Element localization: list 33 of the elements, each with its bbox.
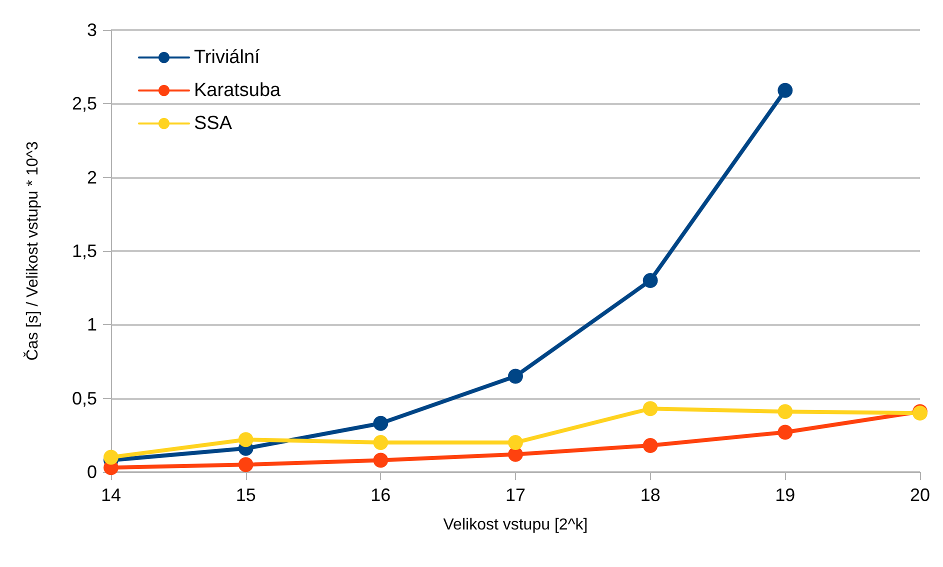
point <box>642 272 658 288</box>
x-tick-label: 18 <box>640 485 660 505</box>
point <box>642 438 658 453</box>
legend-label: SSA <box>194 113 232 134</box>
legend-label: Triviální <box>194 47 261 68</box>
y-tick-label: 2,5 <box>72 94 97 114</box>
y-tick-label: 0,5 <box>72 388 97 408</box>
x-tick-label: 19 <box>775 485 796 505</box>
point <box>373 452 388 468</box>
x-tick-label: 15 <box>236 485 256 505</box>
point <box>104 450 118 465</box>
y-tick-label: 1 <box>86 314 97 335</box>
y-tick-label: 2 <box>86 167 97 188</box>
y-axis-title: Čas [s] / Velikost vstupu * 10^3 <box>24 141 42 361</box>
point <box>508 435 523 450</box>
point <box>238 432 254 448</box>
point <box>373 435 388 450</box>
x-tick-label: 14 <box>100 485 122 505</box>
x-tick-label: 17 <box>505 485 526 505</box>
point <box>508 368 523 384</box>
y-tick-label: 1,5 <box>72 241 97 261</box>
y-tick-label: 0 <box>86 462 97 482</box>
x-tick-label: 20 <box>910 485 930 505</box>
point <box>778 404 793 420</box>
y-tick-label: 3 <box>86 20 97 40</box>
point <box>642 401 658 416</box>
legend-label: Karatsuba <box>194 80 282 101</box>
point <box>778 424 793 440</box>
point <box>778 82 793 98</box>
point <box>238 457 254 472</box>
x-axis-title: Velikost vstupu [2^k] <box>443 516 588 534</box>
x-tick-label: 16 <box>370 485 391 505</box>
point <box>373 416 388 431</box>
